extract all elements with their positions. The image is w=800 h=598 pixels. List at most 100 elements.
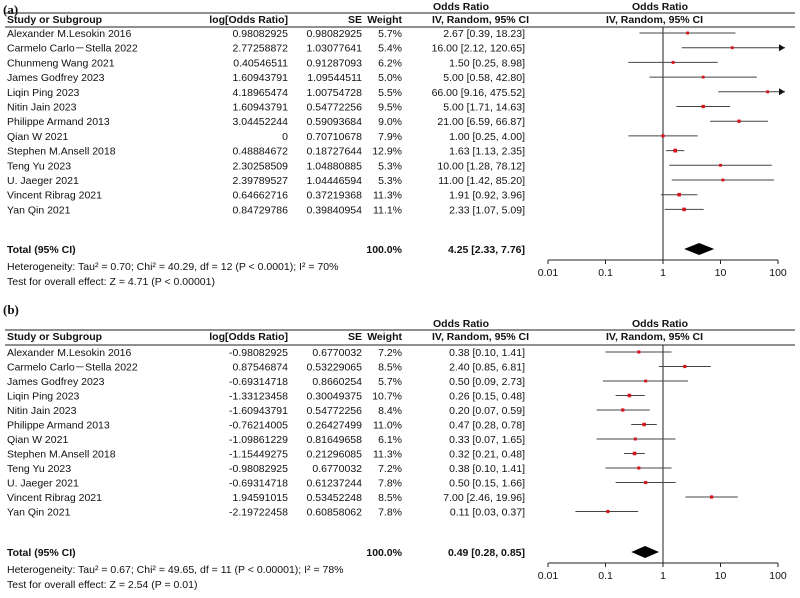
study-se: 0.53229065 xyxy=(307,362,363,374)
study-point-estimate xyxy=(701,75,705,79)
study-weight: 5.4% xyxy=(378,43,402,55)
study-point-estimate xyxy=(671,60,675,64)
study-name: James Godfrey 2023 xyxy=(7,72,105,84)
study-se: 0.6770032 xyxy=(312,347,362,359)
study-point-estimate xyxy=(633,437,637,441)
study-log-odds: 0.64662716 xyxy=(233,190,289,202)
study-name: Qian W 2021 xyxy=(7,434,68,446)
study-name: Vincent Ribrag 2021 xyxy=(7,190,102,202)
total-ci: 0.49 [0.28, 0.85] xyxy=(448,547,525,559)
study-ci: 0.38 [0.10, 1.41] xyxy=(449,347,525,359)
study-se: 0.54772256 xyxy=(307,102,363,114)
study-se: 0.53452248 xyxy=(307,492,363,504)
total-row: Total (95% CI) 100.0% 0.49 [0.28, 0.85] xyxy=(7,546,659,559)
study-name: Carmelo Carlo－Stella 2022 xyxy=(7,362,138,374)
study-log-odds: -1.33123458 xyxy=(229,391,288,403)
study-name: U. Jaeger 2021 xyxy=(7,175,79,187)
study-row: U. Jaeger 2021 -0.69314718 0.61237244 7.8% 0… xyxy=(7,478,676,490)
study-row: Liqin Ping 2023 -1.33123458 0.30049375 10.7… xyxy=(7,391,645,403)
study-se: 1.09544511 xyxy=(307,72,362,84)
study-name: Yan Qin 2021 xyxy=(7,507,71,519)
study-ci: 1.00 [0.25, 4.00] xyxy=(449,131,525,143)
study-weight: 9.5% xyxy=(378,102,402,114)
study-weight: 7.2% xyxy=(378,347,402,359)
study-log-odds: -2.19722458 xyxy=(229,507,288,519)
study-point-estimate xyxy=(682,207,686,212)
study-log-odds: -0.76214005 xyxy=(229,420,288,432)
study-weight: 5.3% xyxy=(378,175,402,187)
study-weight: 8.5% xyxy=(378,362,402,374)
header-odds-ratio-right: Odds Ratio xyxy=(632,318,688,330)
study-ci: 1.63 [1.13, 2.35] xyxy=(449,146,525,158)
header-study: Study or Subgroup xyxy=(7,331,102,343)
study-weight: 5.7% xyxy=(378,376,402,388)
study-se: 0.70710678 xyxy=(307,131,363,143)
study-se: 0.18727644 xyxy=(307,146,363,158)
study-ci: 5.00 [0.58, 42.80] xyxy=(443,72,525,84)
study-point-estimate xyxy=(632,451,637,456)
header-weight: Weight xyxy=(367,331,402,343)
study-se: 0.60858062 xyxy=(307,507,363,519)
study-se: 0.6770032 xyxy=(312,463,362,475)
study-point-estimate xyxy=(766,90,770,94)
header-log-odds: log[Odds Ratio] xyxy=(209,14,288,26)
study-weight: 11.1% xyxy=(373,204,402,216)
study-point-estimate xyxy=(661,134,665,138)
pooled-effect-diamond xyxy=(684,243,715,255)
study-se: 0.81649658 xyxy=(307,434,363,446)
overall-effect-text: Test for overall effect: Z = 4.71 (P < 0… xyxy=(7,276,215,288)
x-axis-tick-label: 10 xyxy=(715,267,727,279)
study-weight: 7.8% xyxy=(378,478,402,490)
header-se: SE xyxy=(348,331,362,343)
study-log-odds: 0.87546874 xyxy=(233,362,289,374)
study-log-odds: 2.77258872 xyxy=(233,43,289,55)
study-weight: 6.2% xyxy=(378,57,402,69)
study-row: Liqin Ping 2023 4.18965474 1.00754728 5.5% 6… xyxy=(7,87,785,99)
study-weight: 7.2% xyxy=(378,463,402,475)
study-ci: 5.00 [1.71, 14.63] xyxy=(443,102,525,114)
x-axis-tick-label: 0.01 xyxy=(538,267,559,279)
study-point-estimate xyxy=(637,350,641,354)
study-name: Qian W 2021 xyxy=(7,131,68,143)
study-point-estimate xyxy=(642,422,646,427)
study-se: 0.61237244 xyxy=(307,478,363,490)
study-point-estimate xyxy=(730,46,734,50)
study-point-estimate xyxy=(709,495,714,499)
study-point-estimate xyxy=(719,163,722,167)
study-se: 0.30049375 xyxy=(307,391,363,403)
header-plot-ci: IV, Random, 95% CI xyxy=(606,331,703,343)
study-ci: 1.50 [0.25, 8.98] xyxy=(449,57,525,69)
study-row: James Godfrey 2023 -0.69314718 0.8660254 5.… xyxy=(7,376,689,388)
study-name: Teng Yu 2023 xyxy=(7,160,71,172)
study-name: Philippe Armand 2013 xyxy=(7,116,110,128)
study-point-estimate xyxy=(644,379,648,383)
x-axis-tick-label: 0.1 xyxy=(598,267,613,279)
study-ci: 10.00 [1.28, 78.12] xyxy=(437,160,525,172)
study-log-odds: -1.09861229 xyxy=(229,434,288,446)
header-odds-ratio-left: Odds Ratio xyxy=(433,318,489,330)
study-ci: 2.40 [0.85, 6.81] xyxy=(449,362,525,374)
study-row: Teng Yu 2023 2.30258509 1.04880885 5.3% 10.0… xyxy=(7,160,772,172)
study-row: U. Jaeger 2021 2.39789527 1.04446594 5.3% 11… xyxy=(7,175,775,187)
study-weight: 5.3% xyxy=(378,160,402,172)
x-axis: 0.01 0.1 1 10 100 xyxy=(538,562,787,582)
x-axis-tick-label: 100 xyxy=(769,570,787,582)
study-ci: 0.20 [0.07, 0.59] xyxy=(449,405,525,417)
study-name: James Godfrey 2023 xyxy=(7,376,105,388)
study-weight: 8.5% xyxy=(378,492,402,504)
study-row: Chunmeng Wang 2021 0.40546511 0.91287093 6.… xyxy=(7,57,718,69)
x-axis-tick-label: 0.1 xyxy=(598,570,613,582)
study-log-odds: -1.15449275 xyxy=(229,449,288,461)
study-ci: 0.50 [0.09, 2.73] xyxy=(449,376,525,388)
header-se: SE xyxy=(348,14,362,26)
study-weight: 11.3% xyxy=(373,449,402,461)
total-weight: 100.0% xyxy=(366,244,402,256)
study-row: Alexander M.Lesokin 2016 -0.98082925 0.677… xyxy=(7,347,672,359)
study-log-odds: -1.60943791 xyxy=(229,405,288,417)
study-log-odds: -0.69314718 xyxy=(229,376,288,388)
pooled-effect-diamond xyxy=(631,546,659,558)
study-point-estimate xyxy=(627,393,632,398)
total-label: Total (95% CI) xyxy=(7,244,76,256)
study-log-odds: 1.60943791 xyxy=(233,72,289,84)
study-point-estimate xyxy=(637,466,641,470)
